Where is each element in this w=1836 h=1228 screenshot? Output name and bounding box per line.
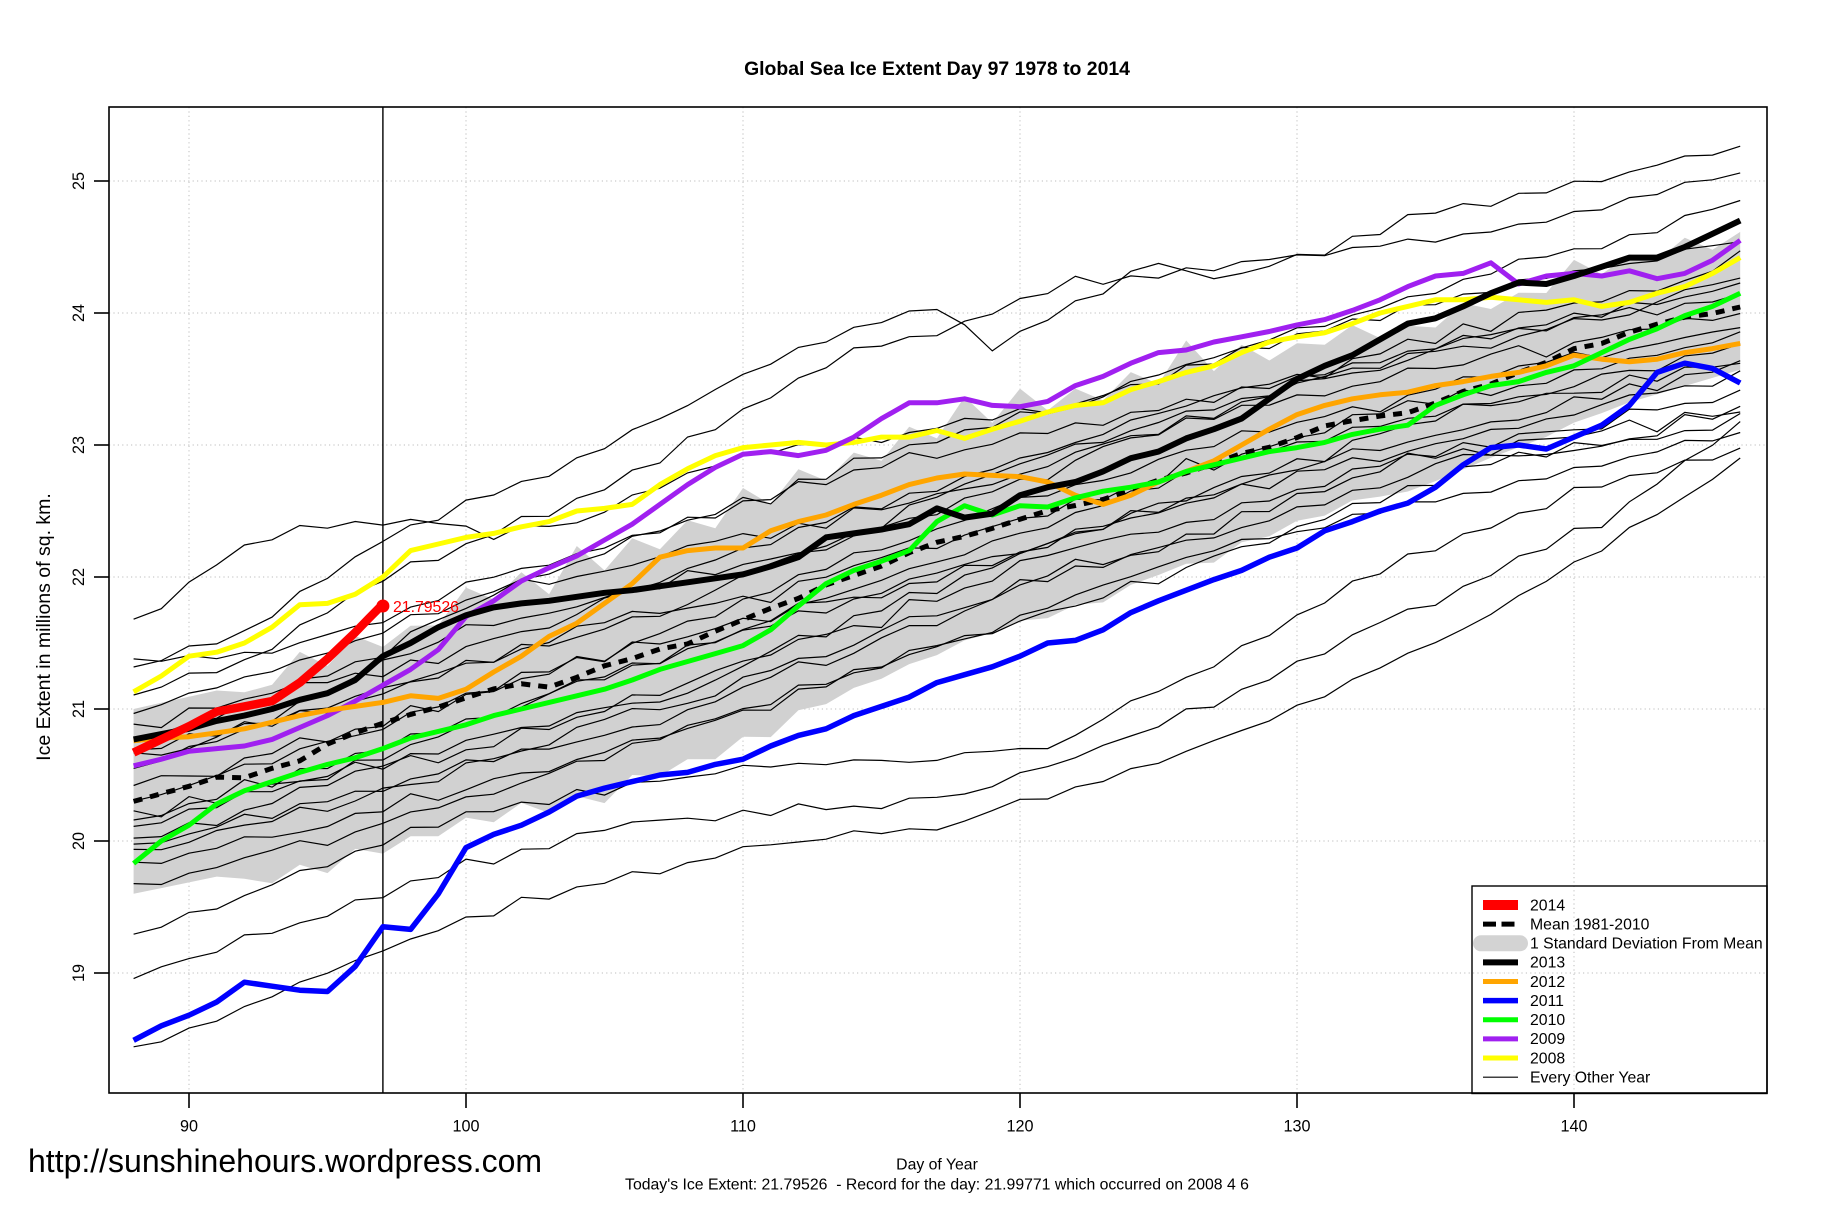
svg-text:Today's Ice Extent: 21.79526: Today's Ice Extent: 21.79526 - Record fo… [625, 1177, 1249, 1194]
svg-text:24: 24 [70, 304, 88, 322]
svg-text:2008: 2008 [1530, 1050, 1565, 1067]
svg-text:21: 21 [70, 700, 88, 718]
svg-text:140: 140 [1560, 1118, 1587, 1136]
svg-text:100: 100 [452, 1118, 479, 1136]
svg-text:25: 25 [70, 172, 88, 190]
svg-text:2012: 2012 [1530, 974, 1565, 991]
svg-text:2014: 2014 [1530, 897, 1565, 914]
svg-text:90: 90 [180, 1118, 198, 1136]
svg-text:20: 20 [70, 832, 88, 850]
svg-text:2009: 2009 [1530, 1031, 1565, 1048]
svg-text:Mean 1981-2010: Mean 1981-2010 [1530, 916, 1650, 933]
svg-text:120: 120 [1006, 1118, 1033, 1136]
svg-text:2011: 2011 [1530, 993, 1564, 1010]
svg-text:2010: 2010 [1530, 1012, 1565, 1029]
svg-text:23: 23 [70, 436, 88, 454]
svg-text:Ice Extent in millions of sq.: Ice Extent in millions of sq. km. [33, 493, 55, 761]
svg-text:110: 110 [730, 1118, 756, 1136]
svg-text:Every Other Year: Every Other Year [1530, 1070, 1650, 1087]
svg-text:http://sunshinehours.wordpress: http://sunshinehours.wordpress.com [28, 1143, 542, 1179]
svg-text:19: 19 [70, 964, 88, 982]
svg-text:Day of Year: Day of Year [896, 1157, 978, 1174]
svg-text:2013: 2013 [1530, 955, 1565, 972]
svg-text:1 Standard Deviation From Mean: 1 Standard Deviation From Mean [1530, 936, 1763, 953]
svg-text:130: 130 [1283, 1118, 1310, 1136]
svg-text:21.79526: 21.79526 [393, 599, 459, 616]
svg-text:22: 22 [70, 568, 88, 586]
svg-text:Global Sea Ice Extent Day 97 1: Global Sea Ice Extent Day 97 1978 to 201… [744, 58, 1130, 80]
